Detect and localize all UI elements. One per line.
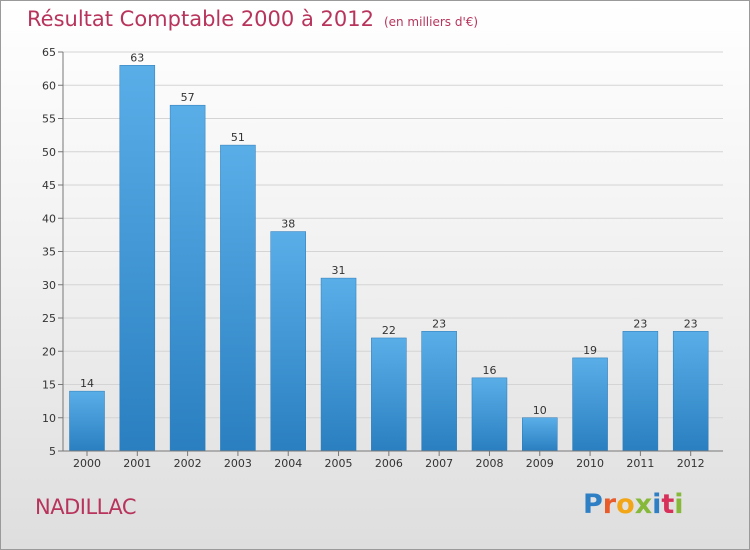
x-tick-label-2003: 2003 — [224, 457, 252, 470]
bar-2006 — [371, 337, 407, 452]
commune-name: NADILLAC — [35, 495, 136, 519]
x-tick-label-2005: 2005 — [325, 457, 353, 470]
data-label-2004: 38 — [281, 218, 295, 231]
proxiti-logo: Proxiti — [583, 489, 684, 520]
x-tick-label-2009: 2009 — [526, 457, 554, 470]
bar-2005 — [320, 277, 357, 452]
y-tick-label: 60 — [42, 79, 56, 92]
bar-2002 — [169, 104, 206, 452]
x-tick-label-2012: 2012 — [677, 457, 705, 470]
bar-2000 — [69, 390, 105, 452]
labels-group: 5 10 15 20 25 30 35 40 45 50 55 60 65 14 2000 63 2001 57 2… — [42, 46, 705, 470]
data-label-2008: 16 — [482, 364, 496, 377]
bar-2004 — [270, 231, 306, 452]
x-tick-label-2006: 2006 — [375, 457, 403, 470]
bar-2011 — [622, 331, 659, 452]
chart-title-text: Résultat Comptable 2000 à 2012 — [27, 7, 374, 31]
data-label-2001: 63 — [130, 51, 144, 64]
x-tick-label-2010: 2010 — [576, 457, 604, 470]
y-tick-label: 35 — [42, 246, 56, 259]
y-tick-label: 10 — [42, 412, 56, 425]
bar-2012 — [672, 331, 709, 452]
data-label-2011: 23 — [633, 317, 647, 330]
axes-group — [58, 51, 723, 456]
data-label-2002: 57 — [181, 91, 195, 104]
y-tick-label: 55 — [42, 113, 56, 126]
data-label-2006: 22 — [382, 324, 396, 337]
y-tick-label: 25 — [42, 312, 56, 325]
data-label-2000: 14 — [80, 377, 94, 390]
x-tick-label-2008: 2008 — [475, 457, 503, 470]
x-tick-label-2004: 2004 — [274, 457, 302, 470]
bars-group — [69, 65, 709, 452]
bar-2008 — [471, 377, 508, 452]
y-tick-label: 50 — [42, 146, 56, 159]
data-label-2005: 31 — [332, 264, 346, 277]
data-label-2003: 51 — [231, 131, 245, 144]
y-tick-label: 15 — [42, 379, 56, 392]
bar-2010 — [572, 357, 608, 452]
y-tick-label: 30 — [42, 279, 56, 292]
bar-2007 — [421, 331, 457, 452]
bar-2001 — [119, 65, 156, 452]
y-tick-label: 65 — [42, 46, 56, 59]
y-tick-label: 45 — [42, 179, 56, 192]
x-tick-label-2001: 2001 — [123, 457, 151, 470]
y-tick-label: 40 — [42, 212, 56, 225]
bar-chart: 5 10 15 20 25 30 35 40 45 50 55 60 65 14 2000 63 2001 57 2… — [42, 46, 723, 470]
chart-unit: (en milliers d'€) — [383, 15, 479, 29]
data-label-2007: 23 — [432, 317, 446, 330]
bar-2009 — [522, 417, 558, 452]
data-label-2010: 19 — [583, 344, 597, 357]
bar-2003 — [220, 144, 256, 452]
y-tick-label: 20 — [42, 345, 56, 358]
data-label-2012: 23 — [684, 317, 698, 330]
data-label-2009: 10 — [533, 404, 547, 417]
x-tick-label-2002: 2002 — [174, 457, 202, 470]
x-tick-label-2007: 2007 — [425, 457, 453, 470]
chart-title: Résultat Comptable 2000 à 2012 (en millie… — [27, 7, 478, 31]
x-tick-label-2011: 2011 — [626, 457, 654, 470]
y-tick-label: 5 — [49, 445, 56, 458]
x-tick-label-2000: 2000 — [73, 457, 101, 470]
